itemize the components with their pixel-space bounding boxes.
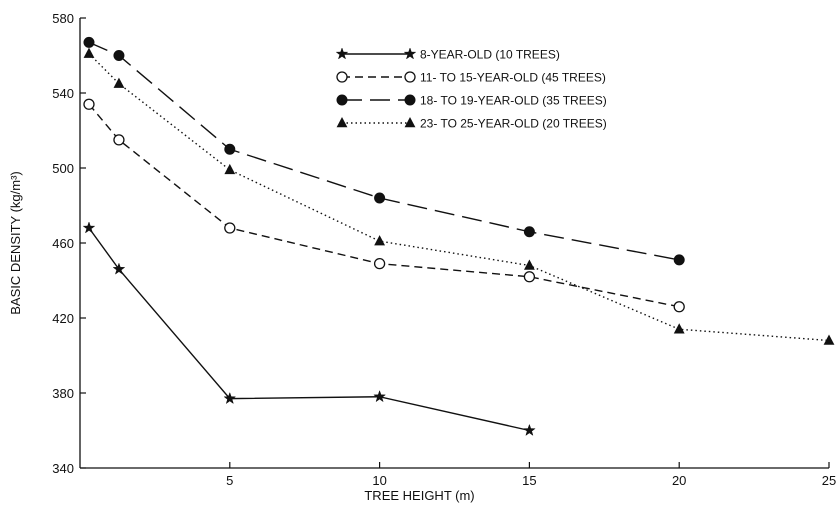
legend-entry: 11- TO 15-YEAR-OLD (45 TREES) <box>336 71 606 85</box>
data-point <box>113 77 125 88</box>
y-tick-label: 500 <box>52 161 74 176</box>
series-1 <box>82 221 536 436</box>
data-point <box>224 222 236 234</box>
series-2 <box>83 98 685 313</box>
data-point <box>374 192 386 204</box>
y-tick-label: 380 <box>52 386 74 401</box>
legend-entry: 18- TO 19-YEAR-OLD (35 TREES) <box>336 94 607 108</box>
legend-marker <box>404 117 416 128</box>
legend-marker <box>403 47 417 60</box>
legend-label: 8-YEAR-OLD (10 TREES) <box>420 48 560 62</box>
legend-label: 18- TO 19-YEAR-OLD (35 TREES) <box>420 94 607 108</box>
data-point <box>224 163 236 175</box>
data-point <box>673 323 685 334</box>
data-point <box>112 262 126 275</box>
y-tick-label: 420 <box>52 311 74 326</box>
data-point <box>374 235 385 246</box>
data-point <box>224 143 236 155</box>
legend-label: 23- TO 25-YEAR-OLD (20 TREES) <box>420 117 607 131</box>
y-tick-label: 340 <box>52 461 74 476</box>
y-tick-label: 540 <box>52 86 74 101</box>
legend-marker <box>336 117 348 128</box>
legend-label: 11- TO 15-YEAR-OLD (45 TREES) <box>420 71 606 85</box>
series-3 <box>83 36 685 266</box>
data-point <box>522 423 536 436</box>
data-point <box>83 47 95 58</box>
y-tick-label: 460 <box>52 236 74 251</box>
legend-entry: 8-YEAR-OLD (10 TREES) <box>335 47 560 62</box>
legend-marker <box>404 71 416 83</box>
y-axis-title: BASIC DENSITY (kg/m³) <box>8 171 23 315</box>
data-point <box>82 221 96 234</box>
legend-entry: 23- TO 25-YEAR-OLD (20 TREES) <box>336 117 607 131</box>
y-tick-label: 580 <box>52 11 74 26</box>
x-axis-title: TREE HEIGHT (m) <box>364 488 474 503</box>
data-point <box>673 254 685 266</box>
data-point <box>223 391 237 405</box>
x-tick-label: 15 <box>522 473 536 488</box>
data-point <box>823 334 835 345</box>
legend-marker <box>404 94 416 106</box>
legend: 8-YEAR-OLD (10 TREES) 11- TO 15-YEAR-OLD … <box>335 47 607 131</box>
series-line <box>88 41 680 261</box>
data-point <box>113 50 125 61</box>
legend-marker <box>336 71 348 83</box>
data-point <box>373 389 387 403</box>
data-point <box>83 98 95 110</box>
legend-marker <box>336 94 348 106</box>
tick-marks: 340 380 420 460 500 540 580 5 10 15 20 25 <box>52 11 836 488</box>
x-tick-label: 10 <box>372 473 386 488</box>
x-tick-label: 25 <box>822 473 836 488</box>
data-point <box>113 134 125 146</box>
data-point <box>523 271 536 283</box>
series-4 <box>83 47 835 345</box>
series-layer <box>82 36 835 436</box>
x-tick-label: 20 <box>672 473 686 488</box>
x-tick-label: 5 <box>226 473 233 488</box>
data-point <box>673 301 685 313</box>
series-line <box>88 103 680 308</box>
axes <box>79 18 829 469</box>
data-point <box>523 226 535 238</box>
legend-marker <box>335 47 349 60</box>
data-point <box>524 259 535 270</box>
data-point <box>83 36 95 48</box>
series-line <box>88 227 530 432</box>
data-point <box>373 257 386 270</box>
